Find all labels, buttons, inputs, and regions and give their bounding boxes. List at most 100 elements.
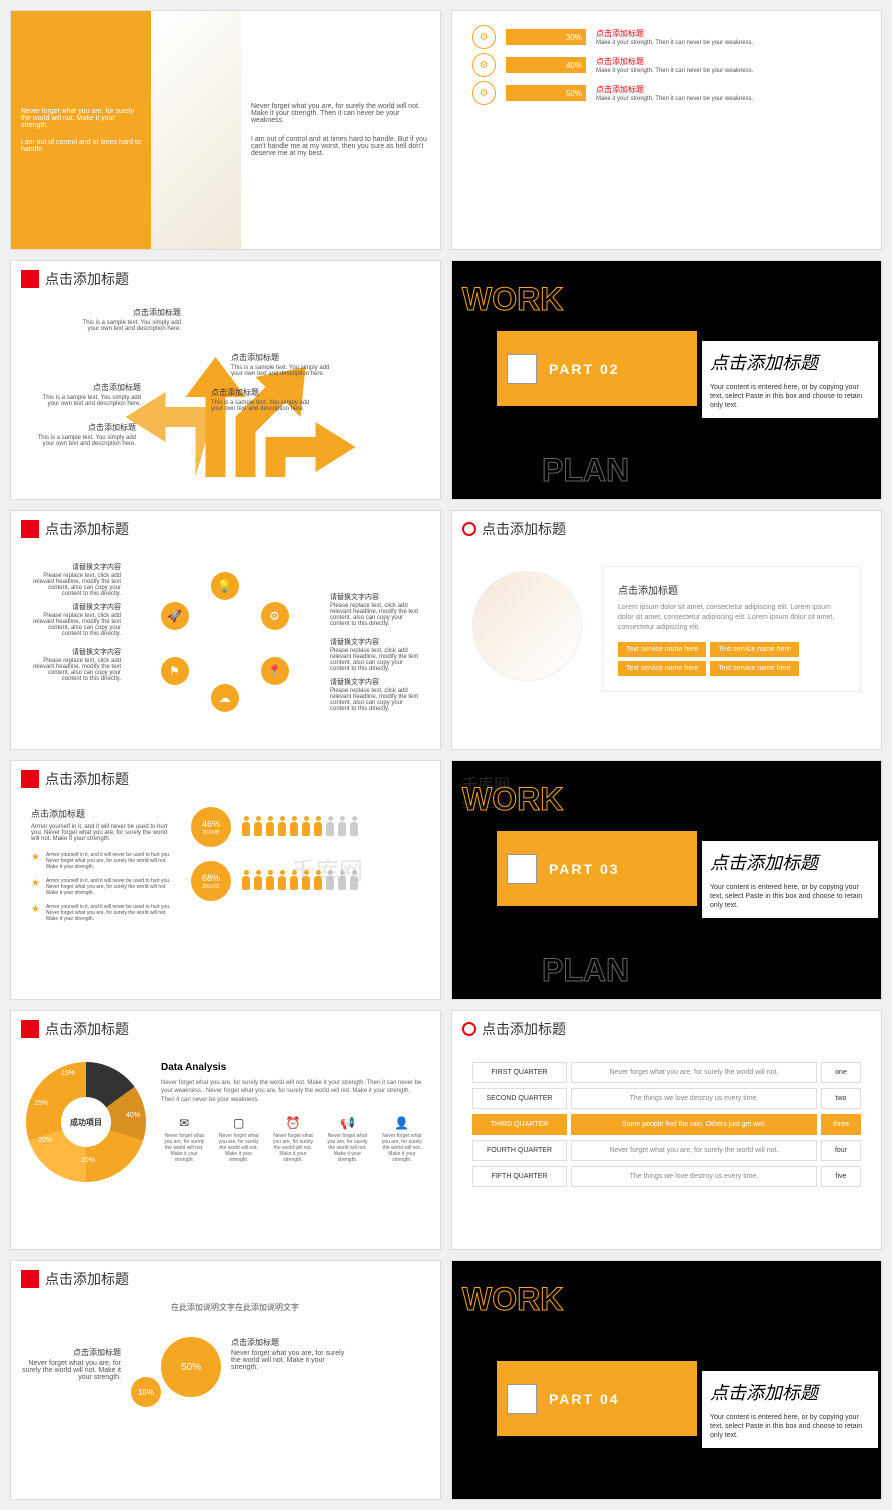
person-icon [313,816,323,838]
quarter-table: FIRST QUARTERNever forget what you are, … [452,1047,881,1207]
hero-image [151,11,241,249]
quarter-cell: THIRD QUARTER [472,1114,567,1135]
person-icon [301,870,311,892]
service-tag: Text service name here [618,642,706,657]
sidebar-text-1: Never forget what you are, for surely th… [21,108,141,129]
stamp-icon [507,854,537,884]
part-side-title: 点击添加标题 [710,349,870,375]
slide-intro-left: Never forget what you are, for surely th… [10,10,441,250]
person-icon [277,870,287,892]
num-cell: five [821,1166,861,1187]
people-row: 68%20XX年 [191,861,420,901]
pct-icon: ⚙ [472,25,496,49]
slide-part-04: WORK PART 04 点击添加标题 Your content is ente… [451,1260,882,1500]
analysis-icon-col: 👤Never forget what you are, for surely t… [379,1116,425,1163]
num-cell: two [821,1088,861,1109]
star-icon: ★ [31,852,40,870]
red-square-icon [21,520,39,538]
desc-cell: Never forget what you are, for surely th… [571,1140,817,1161]
star-icon: ★ [31,904,40,922]
person-icon [289,816,299,838]
people-text: 点击添加标题 Armor yourself in it, and it will… [31,807,171,930]
person-icon [349,816,359,838]
analysis-block: Data Analysis Never forget what you are,… [161,1062,425,1182]
slide-donut: 点击添加标题 成功项目 15% 15% 20% 20% 40% Data Ana… [10,1010,441,1250]
bubble-chart: 在此添加说明文字在此添加说明文字 50% 10% 点击添加标题Never for… [11,1297,440,1477]
person-icon [241,816,251,838]
red-circle-icon [462,1022,476,1036]
bubble-small: 10% [131,1377,161,1407]
table-row: FIFTH QUARTERThe things we love destroy … [472,1166,861,1187]
person-icon [277,816,287,838]
people-row: 46%20XX年 [191,807,420,847]
right-text-block: Never forget what you are, for surely th… [241,11,440,249]
work-text: WORK [462,281,563,318]
hex-node-rocket: 🚀 [161,602,189,630]
plan-text: PLAN [542,452,629,489]
table-row: FOURTH QUARTERNever forget what you are,… [472,1140,861,1161]
red-square-icon [21,1020,39,1038]
donut-center-label: 成功项目 [61,1097,111,1147]
hex-node-pin: 📍 [261,657,289,685]
slide-part-02: WORK PLAN PART 02 点击添加标题 Your content is… [451,260,882,500]
person-icon [265,870,275,892]
slide-people: 点击添加标题 点击添加标题 Armor yourself in it, and … [10,760,441,1000]
analysis-icon-col: 📢Never forget what you are, for surely t… [324,1116,370,1163]
content-panel: 点击添加标题 Lorem ipsum dolor sit amet, conse… [602,566,861,692]
slide-table: 点击添加标题 FIRST QUARTERNever forget what yo… [451,1010,882,1250]
table-row: THIRD QUARTERSome people feel the rain. … [472,1114,861,1135]
stamp-icon [507,354,537,384]
slide-title: 点击添加标题 [45,269,129,289]
slide-bubbles: 点击添加标题 在此添加说明文字在此添加说明文字 50% 10% 点击添加标题Ne… [10,1260,441,1500]
analysis-icon-col: ✉Never forget what you are, for surely t… [161,1116,207,1163]
pct-circle: 46%20XX年 [191,807,231,847]
hex-node-cloud: ☁ [211,684,239,712]
desc-cell: Never forget what you are, for surely th… [571,1062,817,1083]
circle-image [472,571,582,681]
hex-node-gear: ⚙ [261,602,289,630]
right-text-2: I am out of control and at times hard to… [251,136,430,157]
person-icon [289,870,299,892]
person-icon [337,816,347,838]
hex-node-flag: ⚑ [161,657,189,685]
red-square-icon [21,1270,39,1288]
service-tag: Text service name here [710,642,798,657]
small-icon: ✉ [161,1116,207,1130]
desc-cell: Some people feel the rain. Others just g… [571,1114,817,1135]
part-badge: PART 02 [497,331,697,406]
content-title: 点击添加标题 [618,582,845,597]
red-square-icon [21,270,39,288]
star-icon: ★ [31,878,40,896]
service-tag: Text service name here [618,661,706,676]
analysis-icon-col: ⏰Never forget what you are, for surely t… [270,1116,316,1163]
right-text-1: Never forget what you are, for surely th… [251,103,430,124]
slide-arrows: 点击添加标题 点击添加标题This is a sample text. You … [10,260,441,500]
num-cell: four [821,1140,861,1161]
pct-bar: 50% [506,85,586,101]
hex-node-bulb: 💡 [211,572,239,600]
pct-bar: 40% [506,57,586,73]
arrows-diagram: 点击添加标题This is a sample text. You simply … [11,297,440,497]
content-desc: Lorem ipsum dolor sit amet, consectetur … [618,603,845,632]
small-icon: ⏰ [270,1116,316,1130]
person-icon [301,816,311,838]
sidebar-text-2: I am out of control and at times hard to… [21,139,141,153]
person-icon [349,870,359,892]
title-bar: 点击添加标题 [11,261,440,297]
percentage-row: ⚙50%点击添加标题Make it your strength. Then it… [472,81,861,105]
small-icon: ▢ [215,1116,261,1130]
quarter-cell: FIFTH QUARTER [472,1166,567,1187]
slide-percentages: ⚙30%点击添加标题Make it your strength. Then it… [451,10,882,250]
pct-circle: 68%20XX年 [191,861,231,901]
quarter-cell: FIRST QUARTER [472,1062,567,1083]
people-chart: 46%20XX年 68%20XX年 [191,807,420,930]
person-icon [325,816,335,838]
person-icon [241,870,251,892]
slide-part-03: WORK PLAN PART 03 点击添加标题 Your content is… [451,760,882,1000]
person-icon [253,870,263,892]
pct-icon: ⚙ [472,53,496,77]
person-icon [265,816,275,838]
bubble-large: 50% [161,1337,221,1397]
red-circle-icon [462,522,476,536]
orange-sidebar: Never forget what you are, for surely th… [11,11,151,249]
